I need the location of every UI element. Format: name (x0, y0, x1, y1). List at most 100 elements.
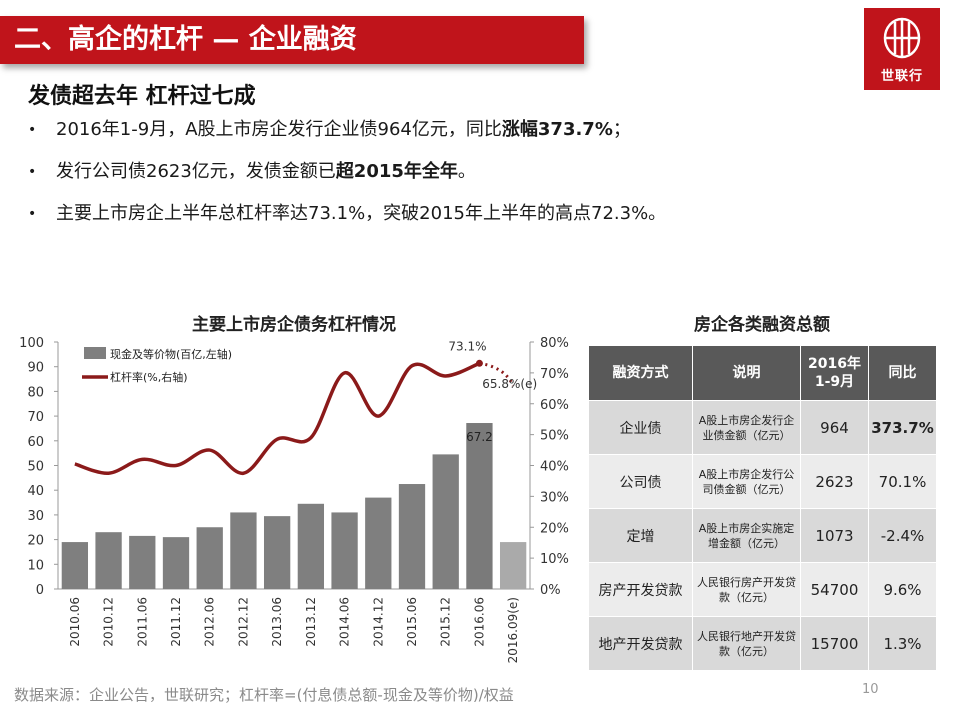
y-right-tick-label: 70% (540, 367, 569, 382)
bar (263, 516, 291, 589)
bullet-item: • 发行公司债2623亿元，发债金额已超2015年全年。 (28, 158, 666, 200)
y-left-tick-label: 50 (27, 460, 44, 475)
y-left-tick-label: 60 (27, 435, 44, 450)
cell-desc: 人民银行房产开发贷款（亿元） (692, 562, 801, 617)
bar (499, 542, 527, 589)
y-left-tick-label: 30 (27, 509, 44, 524)
bar (432, 454, 459, 589)
bullet-dot-icon: • (28, 122, 37, 138)
column-header: 说明 (692, 345, 801, 401)
column-header: 融资方式 (588, 345, 693, 401)
bullet-dot-icon: • (28, 164, 37, 180)
chart-title: 主要上市房企债务杠杆情况 (192, 314, 396, 335)
line-data-label: 73.1% (448, 339, 486, 353)
logo-text: 世联行 (880, 69, 923, 84)
company-logo: 世联行 (864, 8, 940, 90)
y-right-tick-label: 20% (540, 521, 569, 536)
x-tick-label: 2010.06 (68, 597, 82, 647)
y-right-tick-label: 40% (540, 460, 569, 475)
y-left-tick-label: 20 (27, 534, 44, 549)
y-right-tick-label: 30% (540, 490, 569, 505)
cell-type: 房产开发贷款 (588, 562, 693, 617)
page-number: 10 (862, 682, 879, 697)
table-row: 房产开发贷款 人民银行房产开发贷款（亿元） 54700 9.6% (588, 562, 937, 617)
bar (95, 532, 122, 589)
table-title: 房企各类融资总额 (694, 315, 830, 335)
table-row: 公司债 A股上市房企发行公司债金额（亿元） 2623 70.1% (588, 454, 937, 509)
bar (230, 512, 257, 589)
x-tick-label: 2014.06 (338, 597, 352, 647)
bullet-dot-icon: • (28, 206, 37, 222)
bar (331, 512, 358, 589)
financing-table: 融资方式 说明 2016年 1-9月 同比 企业债 A股上市房企发行企业债金额（亿… (588, 345, 937, 671)
cell-yoy: 373.7% (868, 400, 937, 455)
x-tick-label: 2012.12 (236, 597, 250, 647)
bar (162, 537, 190, 589)
bar (466, 423, 493, 589)
x-tick-label: 2013.06 (270, 597, 284, 647)
leverage-line (74, 361, 481, 475)
cell-amount: 2623 (800, 454, 869, 509)
cell-desc: 人民银行地产开发贷款（亿元） (692, 616, 801, 671)
cell-yoy: 70.1% (868, 454, 937, 509)
cell-type: 企业债 (588, 400, 693, 455)
bar (365, 497, 392, 589)
y-left-tick-label: 0 (36, 583, 44, 598)
y-right-tick-label: 60% (540, 398, 569, 413)
legend-label-line: 杠杆率(%,右轴) (110, 370, 188, 384)
column-header: 2016年 1-9月 (800, 345, 869, 401)
y-right-tick-label: 0% (540, 583, 561, 598)
bullet-text: 2016年1-9月，A股上市房企发行企业债964亿元，同比 (56, 119, 502, 140)
cell-type: 地产开发贷款 (588, 616, 693, 671)
legend-label-bar: 现金及等价物(百亿,左轴) (110, 347, 232, 361)
bullet-text-end: ； (612, 119, 631, 140)
cell-type: 公司债 (588, 454, 693, 509)
y-left-tick-label: 10 (27, 558, 44, 573)
table-row: 地产开发贷款 人民银行地产开发贷款（亿元） 15700 1.3% (588, 616, 937, 671)
table-row: 定增 A股上市房企实施定增金额（亿元） 1073 -2.4% (588, 508, 937, 563)
legend-swatch-bar (84, 347, 106, 359)
y-right-tick-label: 80% (540, 336, 569, 351)
bullet-text-end: 。 (457, 161, 476, 182)
cell-amount: 1073 (800, 508, 869, 563)
bar (61, 542, 89, 589)
y-left-tick-label: 100 (19, 336, 44, 351)
x-tick-label: 2012.06 (203, 597, 217, 647)
data-source-note: 数据来源：企业公告，世联研究；杠杆率=(付息债总额-现金及等价物)/权益 (14, 686, 514, 704)
cell-desc: A股上市房企发行企业债金额（亿元） (692, 400, 801, 455)
cell-amount: 15700 (800, 616, 869, 671)
x-tick-label: 2014.12 (371, 597, 385, 647)
y-left-tick-label: 80 (27, 385, 44, 400)
bar (196, 527, 223, 589)
column-header: 同比 (868, 345, 937, 401)
cell-desc: A股上市房企发行公司债金额（亿元） (692, 454, 801, 509)
bullet-emphasis: 涨幅373.7% (501, 119, 613, 140)
x-tick-label: 2011.06 (135, 597, 149, 647)
table-header-row: 融资方式 说明 2016年 1-9月 同比 (588, 345, 937, 401)
y-left-tick-label: 90 (27, 361, 44, 376)
bullet-list: • 2016年1-9月，A股上市房企发行企业债964亿元，同比涨幅373.7%； … (28, 116, 666, 242)
cell-type: 定增 (588, 508, 693, 563)
cell-yoy: 9.6% (868, 562, 937, 617)
bar (398, 484, 426, 589)
x-tick-label: 2010.12 (102, 597, 116, 647)
cell-desc: A股上市房企实施定增金额（亿元） (692, 508, 801, 563)
bullet-emphasis: 超2015年全年 (335, 161, 458, 182)
bullet-item: • 主要上市房企上半年总杠杆率达73.1%，突破2015年上半年的高点72.3%。 (28, 200, 666, 242)
leverage-chart: 主要上市房企债务杠杆情况 0 10 20 30 40 50 60 70 80 90 100 0% 10% 2… (19, 314, 569, 663)
bullet-text: 发行公司债2623亿元，发债金额已 (56, 161, 336, 182)
x-tick-label: 2015.12 (439, 597, 453, 647)
slide-subtitle: 发债超去年 杠杆过七成 (28, 84, 256, 109)
bar (129, 535, 156, 589)
cell-yoy: -2.4% (868, 508, 937, 563)
bar (297, 503, 325, 589)
x-tick-label: 2013.12 (304, 597, 318, 647)
y-left-tick-label: 40 (27, 484, 44, 499)
bullet-text: 主要上市房企上半年总杠杆率达73.1%，突破2015年上半年的高点72.3%。 (56, 203, 667, 224)
x-tick-label: 2016.09(e) (506, 597, 520, 663)
y-right-tick-label: 50% (540, 429, 569, 444)
logo-emblem-icon (883, 17, 921, 59)
bar-data-label: 67.2 (466, 430, 493, 444)
line-data-label-estimate: 65.8%(e) (482, 377, 537, 391)
bullet-item: • 2016年1-9月，A股上市房企发行企业债964亿元，同比涨幅373.7%； (28, 116, 666, 158)
